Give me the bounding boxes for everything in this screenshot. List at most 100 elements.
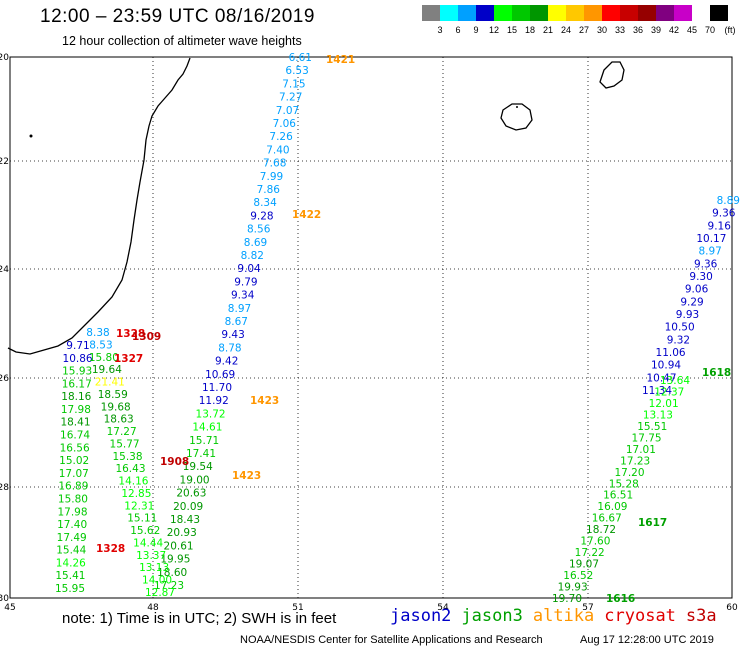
colorbar-unit: (ft) bbox=[724, 25, 736, 35]
wave-height-label: 17.75 bbox=[632, 432, 662, 444]
colorbar-swatch bbox=[674, 5, 692, 21]
wave-height-label: 9.34 bbox=[231, 290, 255, 302]
longitude-tick-label: 57 bbox=[582, 603, 593, 613]
latitude-tick-label: -22 bbox=[0, 157, 9, 167]
wave-height-label: 8.56 bbox=[247, 224, 271, 236]
wave-height-label: 17.40 bbox=[57, 519, 87, 531]
mauritius-island-coastline bbox=[599, 61, 625, 89]
latitude-tick-label: -26 bbox=[0, 374, 9, 384]
pass-time-label: 1616 bbox=[606, 593, 635, 605]
wave-height-label: 10.86 bbox=[63, 353, 93, 365]
longitude-tick-label: 51 bbox=[292, 603, 303, 613]
wave-height-label: 12.87 bbox=[145, 587, 175, 599]
wave-height-label: 19.54 bbox=[183, 461, 213, 473]
colorbar-swatch bbox=[530, 5, 548, 21]
wave-height-label: 15.80 bbox=[58, 493, 88, 505]
colorbar-swatch bbox=[458, 5, 476, 21]
wave-height-label: 17.41 bbox=[186, 448, 216, 460]
colorbar-label: 18 bbox=[524, 25, 535, 35]
colorbar-label: 36 bbox=[632, 25, 643, 35]
colorbar-swatch bbox=[656, 5, 674, 21]
wave-height-label: 9.93 bbox=[676, 309, 699, 321]
longitude-tick-label: 60 bbox=[726, 603, 738, 613]
wave-height-label: 16.09 bbox=[597, 501, 627, 513]
islet bbox=[516, 106, 518, 108]
wave-height-label: 8.34 bbox=[253, 197, 277, 209]
islet bbox=[29, 134, 33, 138]
wave-height-label: 17.49 bbox=[57, 532, 87, 544]
wave-height-label: 7.06 bbox=[273, 118, 297, 130]
wave-height-label: 9.06 bbox=[685, 284, 709, 296]
wave-height-label: 16.17 bbox=[62, 378, 92, 390]
wave-height-label: 9.71 bbox=[66, 340, 89, 352]
longitude-tick-label: 48 bbox=[147, 603, 159, 613]
wave-height-label: 16.56 bbox=[60, 442, 90, 454]
wave-height-label: 9.29 bbox=[680, 296, 703, 308]
wave-height-label: 19.70 bbox=[552, 593, 582, 605]
wave-height-label: 10.50 bbox=[665, 322, 695, 334]
wave-height-label: 8.97 bbox=[698, 246, 721, 258]
wave-height-label: 15.62 bbox=[130, 525, 160, 537]
pass-time-label: 1422 bbox=[292, 209, 321, 221]
colorbar-label: 24 bbox=[560, 25, 571, 35]
wave-height-label: 16.67 bbox=[592, 513, 622, 525]
wave-height-label: 16.43 bbox=[115, 463, 145, 475]
wave-height-label: 18.60 bbox=[157, 567, 187, 579]
wave-height-label: 17.98 bbox=[61, 404, 91, 416]
coastline bbox=[7, 57, 625, 355]
wave-height-label: 18.41 bbox=[60, 417, 90, 429]
wave-height-label: 16.52 bbox=[563, 570, 593, 582]
wave-height-label: 9.16 bbox=[708, 220, 732, 232]
wave-height-label: 13.72 bbox=[196, 408, 226, 420]
wave-height-label: 19.95 bbox=[160, 554, 190, 566]
longitude-tick-label: 54 bbox=[437, 603, 449, 613]
wave-height-label: 10.47 bbox=[646, 372, 676, 384]
latitude-tick-label: -28 bbox=[0, 483, 9, 493]
wave-height-label: 20.63 bbox=[176, 488, 206, 500]
wave-height-label: 8.53 bbox=[89, 339, 112, 351]
legend-entry: altika bbox=[532, 606, 595, 626]
wave-height-label: 9.28 bbox=[250, 210, 273, 222]
map-frame bbox=[9, 56, 733, 599]
pass-time-label: 1328 bbox=[96, 543, 125, 555]
wave-height-label: 15.11 bbox=[127, 513, 157, 525]
wave-height-label: 8.38 bbox=[86, 327, 109, 339]
longitude-tick-label: 45 bbox=[4, 603, 15, 613]
colorbar-label: 42 bbox=[668, 25, 679, 35]
pass-time-label: 1309 bbox=[132, 331, 161, 343]
colorbar-label: 21 bbox=[542, 25, 553, 35]
credit-line: NOAA/NESDIS Center for Satellite Applica… bbox=[240, 634, 543, 646]
wave-height-label: 9.43 bbox=[221, 329, 244, 341]
wave-height-label: 8.78 bbox=[218, 342, 241, 354]
colorbar-label: 27 bbox=[578, 25, 589, 35]
wave-height-label: 15.71 bbox=[189, 435, 219, 447]
colorbar-swatch bbox=[710, 5, 728, 21]
wave-height-label: 15.77 bbox=[110, 438, 140, 450]
wave-height-label: 8.97 bbox=[228, 303, 251, 315]
wave-height-label: 10.94 bbox=[651, 360, 681, 372]
colorbar-swatch bbox=[512, 5, 530, 21]
colorbar-swatch bbox=[422, 5, 440, 21]
colorbar-label: 3 bbox=[437, 25, 443, 35]
wave-height-label: 12.01 bbox=[649, 398, 679, 410]
colorbar-swatch bbox=[638, 5, 656, 21]
wave-height-label: 12.31 bbox=[124, 500, 154, 512]
wave-height-label: 18.59 bbox=[98, 389, 128, 401]
wave-height-label: 18.72 bbox=[586, 524, 616, 536]
wave-height-label: 13.13 bbox=[643, 409, 673, 421]
wave-height-label: 19.07 bbox=[569, 559, 599, 571]
pass-time-label: 1617 bbox=[638, 517, 667, 529]
latitude-tick-label: -30 bbox=[0, 594, 9, 604]
wave-height-label: 14.26 bbox=[56, 557, 86, 569]
wave-height-label: 10.17 bbox=[696, 233, 726, 245]
wave-height-label: 7.86 bbox=[257, 184, 281, 196]
colorbar-swatch bbox=[548, 5, 566, 21]
latitude-tick-label: -24 bbox=[0, 265, 9, 275]
colorbar-label: 70 bbox=[704, 25, 715, 35]
wave-height-label: 17.01 bbox=[626, 444, 656, 456]
legend-entry: cryosat bbox=[604, 606, 676, 626]
wave-height-label: 18.63 bbox=[104, 414, 134, 426]
pass-time-label: 1908 bbox=[160, 456, 189, 468]
wave-height-label: 9.42 bbox=[215, 356, 238, 368]
wave-height-label: 7.15 bbox=[282, 78, 305, 90]
